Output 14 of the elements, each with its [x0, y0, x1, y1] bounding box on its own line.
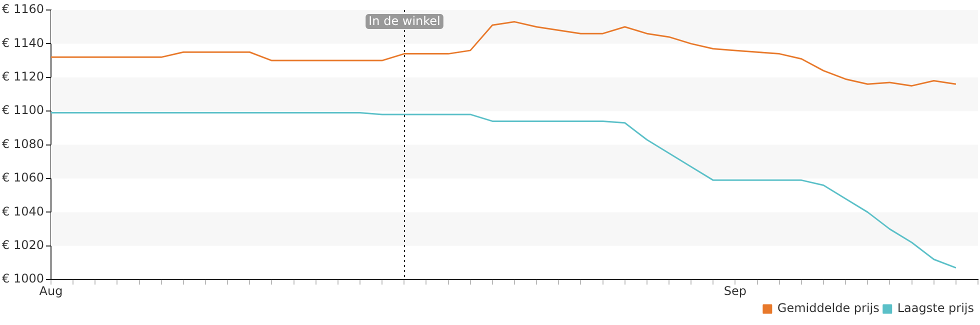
legend-label: Laagste prijs — [897, 301, 974, 316]
x-tick-label: Sep — [724, 284, 747, 298]
y-tick-label: € 1040 — [2, 204, 44, 218]
y-tick-label: € 1100 — [2, 103, 44, 118]
y-tick-label: € 1060 — [2, 170, 44, 185]
y-tick-label: € 1160 — [2, 2, 44, 16]
legend-label: Gemiddelde prijs — [777, 301, 880, 316]
y-tick-label: € 1120 — [2, 70, 44, 84]
x-tick-label: Aug — [39, 284, 63, 298]
y-tick-label: € 1080 — [2, 136, 44, 151]
y-tick-label: € 1000 — [2, 272, 44, 286]
y-tick-label: € 1140 — [2, 36, 44, 50]
ref-line-label: In de winkel — [368, 14, 440, 28]
y-tick-label: € 1020 — [2, 238, 44, 252]
